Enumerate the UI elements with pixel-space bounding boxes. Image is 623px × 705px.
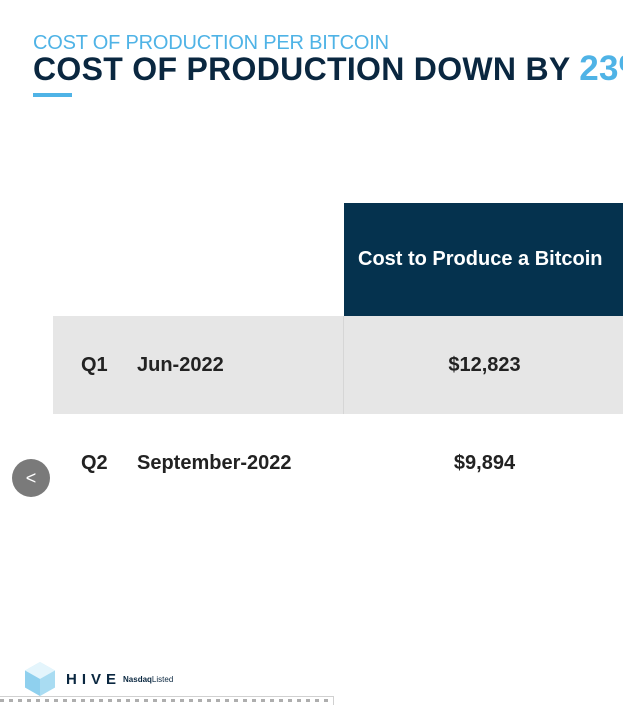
row-period: September-2022: [137, 451, 292, 474]
slide-title: COST OF PRODUCTION DOWN BY 23%: [33, 49, 623, 89]
row-cost: $9,894: [453, 451, 516, 474]
row-quarter: Q2: [81, 451, 108, 474]
previous-slide-button[interactable]: <: [12, 459, 50, 497]
footer-bar: [0, 696, 334, 705]
row-cost: $12,823: [448, 353, 521, 376]
footer-ticker: [0, 699, 330, 702]
hive-gem-icon: [25, 662, 55, 696]
slide-title-highlight: 23%: [579, 49, 623, 88]
nasdaq-suffix: Listed: [151, 674, 174, 684]
nasdaq-listed-badge: NasdaqListed: [123, 675, 173, 684]
row-quarter: Q1: [81, 353, 108, 376]
hive-logo: HIVE NasdaqListed: [22, 661, 173, 697]
nasdaq-brand: Nasdaq: [123, 674, 152, 684]
slide-title-text: COST OF PRODUCTION DOWN BY: [33, 51, 580, 87]
table-column-divider: [343, 316, 344, 414]
slide-subtitle: COST OF PRODUCTION PER BITCOIN: [33, 32, 389, 54]
table-row: Q2 September-2022 $9,894: [53, 414, 623, 512]
table-row: Q1 Jun-2022 $12,823: [53, 316, 623, 414]
hive-wordmark: HIVE: [66, 670, 122, 688]
table-column-header: Cost to Produce a Bitcoin: [344, 203, 623, 316]
row-period: Jun-2022: [137, 353, 224, 376]
title-underline: [33, 93, 72, 97]
